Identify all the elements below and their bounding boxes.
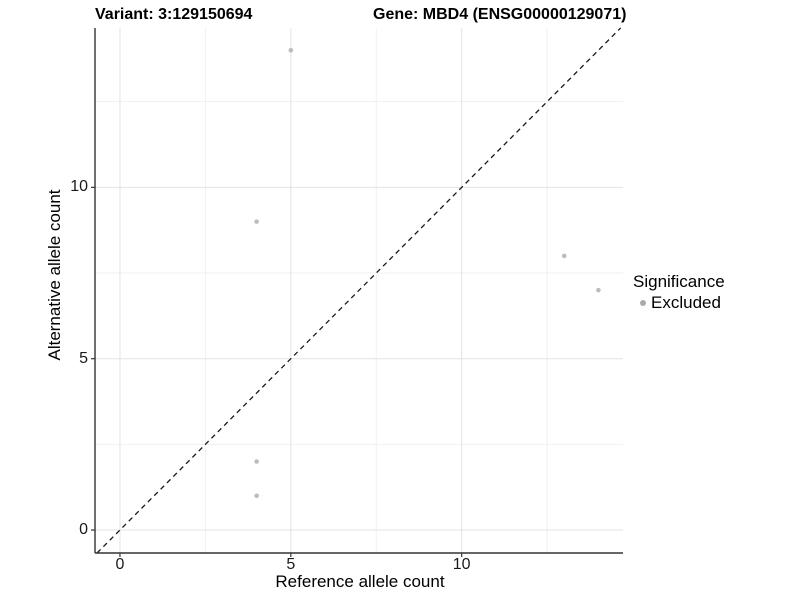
data-point bbox=[254, 219, 259, 224]
y-tick-label: 0 bbox=[79, 521, 88, 539]
legend-item: Excluded bbox=[633, 293, 725, 313]
x-tick-label: 0 bbox=[115, 556, 125, 573]
data-point bbox=[561, 253, 567, 259]
y-tick-label: 10 bbox=[70, 178, 88, 196]
data-point bbox=[288, 47, 294, 53]
y-axis-title: Alternative allele count bbox=[45, 189, 64, 361]
legend-title: Significance bbox=[633, 272, 725, 291]
y-tick-label: 5 bbox=[79, 349, 88, 367]
legend: Significance Excluded bbox=[633, 272, 725, 313]
data-point bbox=[254, 459, 259, 464]
identity-reference-line bbox=[96, 27, 622, 554]
x-axis-title: Reference allele count bbox=[275, 572, 445, 591]
x-tick-label: 10 bbox=[452, 556, 471, 573]
plot-title-variant: Variant: 3:129150694 bbox=[95, 6, 253, 23]
legend-point-marker-icon bbox=[640, 300, 646, 306]
legend-item-label: Excluded bbox=[651, 293, 721, 312]
plot-title-gene: Gene: MBD4 (ENSG00000129071) bbox=[373, 6, 627, 23]
data-point bbox=[596, 287, 601, 293]
x-tick-label: 5 bbox=[286, 556, 296, 573]
data-point bbox=[254, 493, 259, 499]
